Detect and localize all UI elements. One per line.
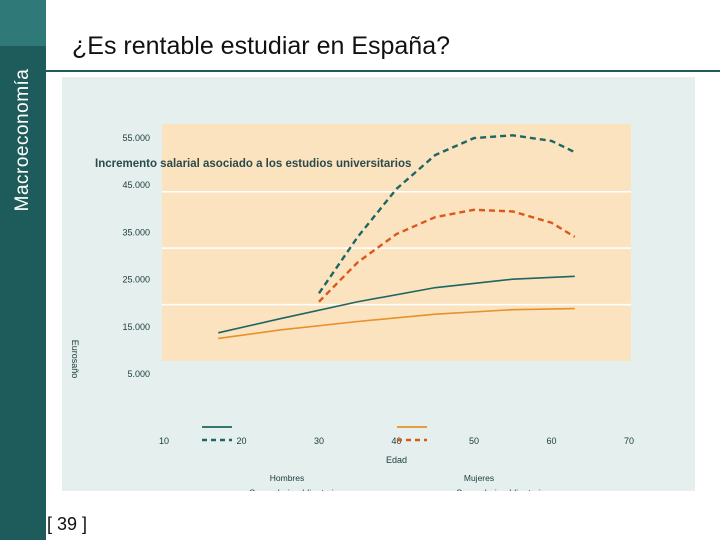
legend-hombres-label: Hombres bbox=[270, 473, 304, 483]
sidebar-accent bbox=[0, 0, 46, 46]
y-tick-label: 5.000 bbox=[127, 369, 150, 379]
chart-title: Incremento salarial asociado a los estud… bbox=[95, 158, 411, 170]
y-tick-label: 15.000 bbox=[122, 322, 150, 332]
y-axis-label: Eurosaño bbox=[70, 340, 80, 379]
sidebar-title: Macroeconomía bbox=[12, 68, 33, 212]
x-tick-label: 40 bbox=[391, 436, 401, 446]
x-tick-label: 30 bbox=[314, 436, 324, 446]
mujeres-dashed-line bbox=[318, 208, 576, 303]
legend-mujeres-sub: Secundaria obligatoria bbox=[456, 488, 546, 491]
x-tick-label: 60 bbox=[546, 436, 556, 446]
slide-title: ¿Es rentable estudiar en España? bbox=[72, 32, 451, 60]
mujeres-solid-line bbox=[218, 307, 575, 340]
x-tick-label: 50 bbox=[469, 436, 479, 446]
x-tick-label: 20 bbox=[236, 436, 246, 446]
plot-background bbox=[162, 124, 631, 361]
y-tick-label: 25.000 bbox=[122, 275, 150, 285]
x-tick-label: 70 bbox=[624, 436, 634, 446]
y-tick-label: 55.000 bbox=[122, 133, 150, 143]
y-tick-label: 45.000 bbox=[122, 180, 150, 190]
legend-hombres-sub: Secundaria obligatoria bbox=[249, 488, 339, 491]
salary-chart: Incremento salarial asociado a los estud… bbox=[70, 124, 634, 491]
x-tick-label: 10 bbox=[159, 436, 169, 446]
legend-mujeres-label: Mujeres bbox=[464, 473, 494, 483]
title-divider bbox=[46, 70, 720, 72]
chart-figure: Incremento salarial asociado a los estud… bbox=[62, 77, 695, 491]
sidebar: Macroeconomía bbox=[0, 0, 46, 540]
hombres-dashed-line bbox=[318, 134, 576, 294]
x-axis-label: Edad bbox=[386, 455, 407, 465]
page-number: [ 39 ] bbox=[47, 514, 88, 534]
y-tick-label: 35.000 bbox=[122, 227, 150, 237]
hombres-solid-line bbox=[218, 275, 575, 334]
